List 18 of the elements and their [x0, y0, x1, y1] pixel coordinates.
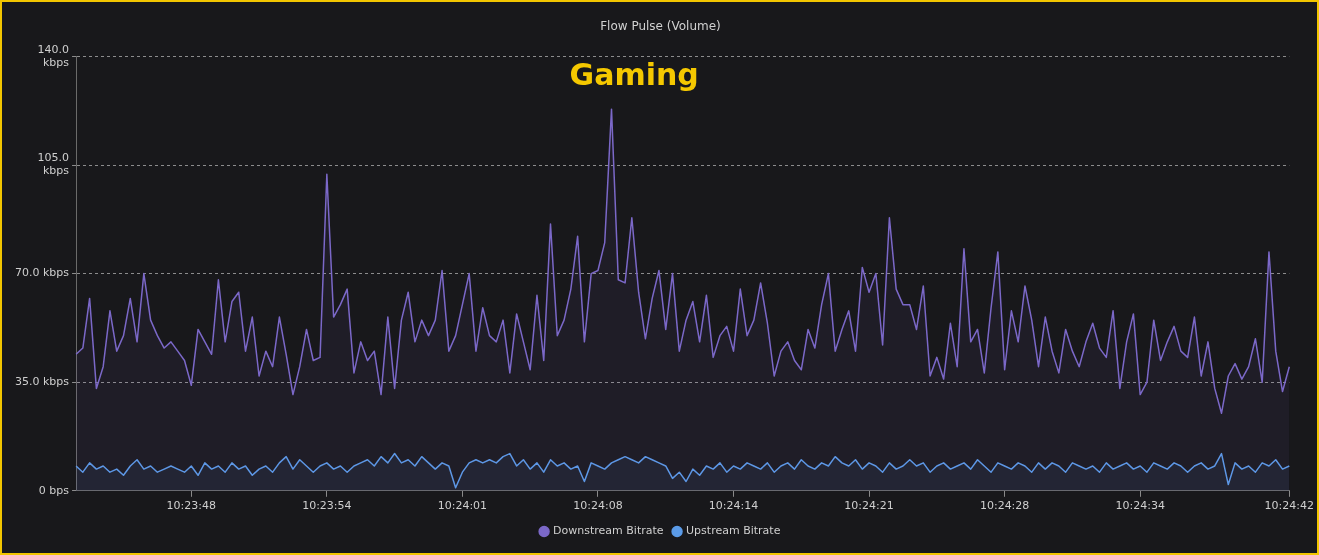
x-tick-label: 10:24:01	[437, 499, 488, 513]
annotation: Gaming	[569, 57, 699, 93]
x-tick-label: 10:24:14	[708, 499, 759, 513]
x-tick-label: 10:23:48	[166, 499, 216, 513]
x-tick-label: 10:24:28	[979, 499, 1030, 513]
legend-label: Upstream Bitrate	[686, 524, 781, 538]
x-tick-label: 10:24:34	[1115, 499, 1165, 513]
x-tick-label: 10:24:42	[1264, 499, 1314, 513]
y-tick-label: 35.0 kbps	[14, 375, 70, 389]
y-tick-label: 140.0 kbps	[37, 42, 70, 69]
y-tick-label: 70.0 kbps	[14, 266, 70, 280]
chart-title: Flow Pulse (Volume)	[600, 19, 721, 34]
x-tick-label: 10:23:54	[302, 499, 352, 513]
x-tick-label: 10:24:08	[573, 499, 623, 513]
x-tick-label: 10:24:21	[844, 499, 894, 513]
y-tick-label: 105.0 kbps	[37, 151, 70, 178]
y-tick-label: 0 bps	[38, 483, 70, 497]
legend-label: Downstream Bitrate	[553, 524, 664, 538]
